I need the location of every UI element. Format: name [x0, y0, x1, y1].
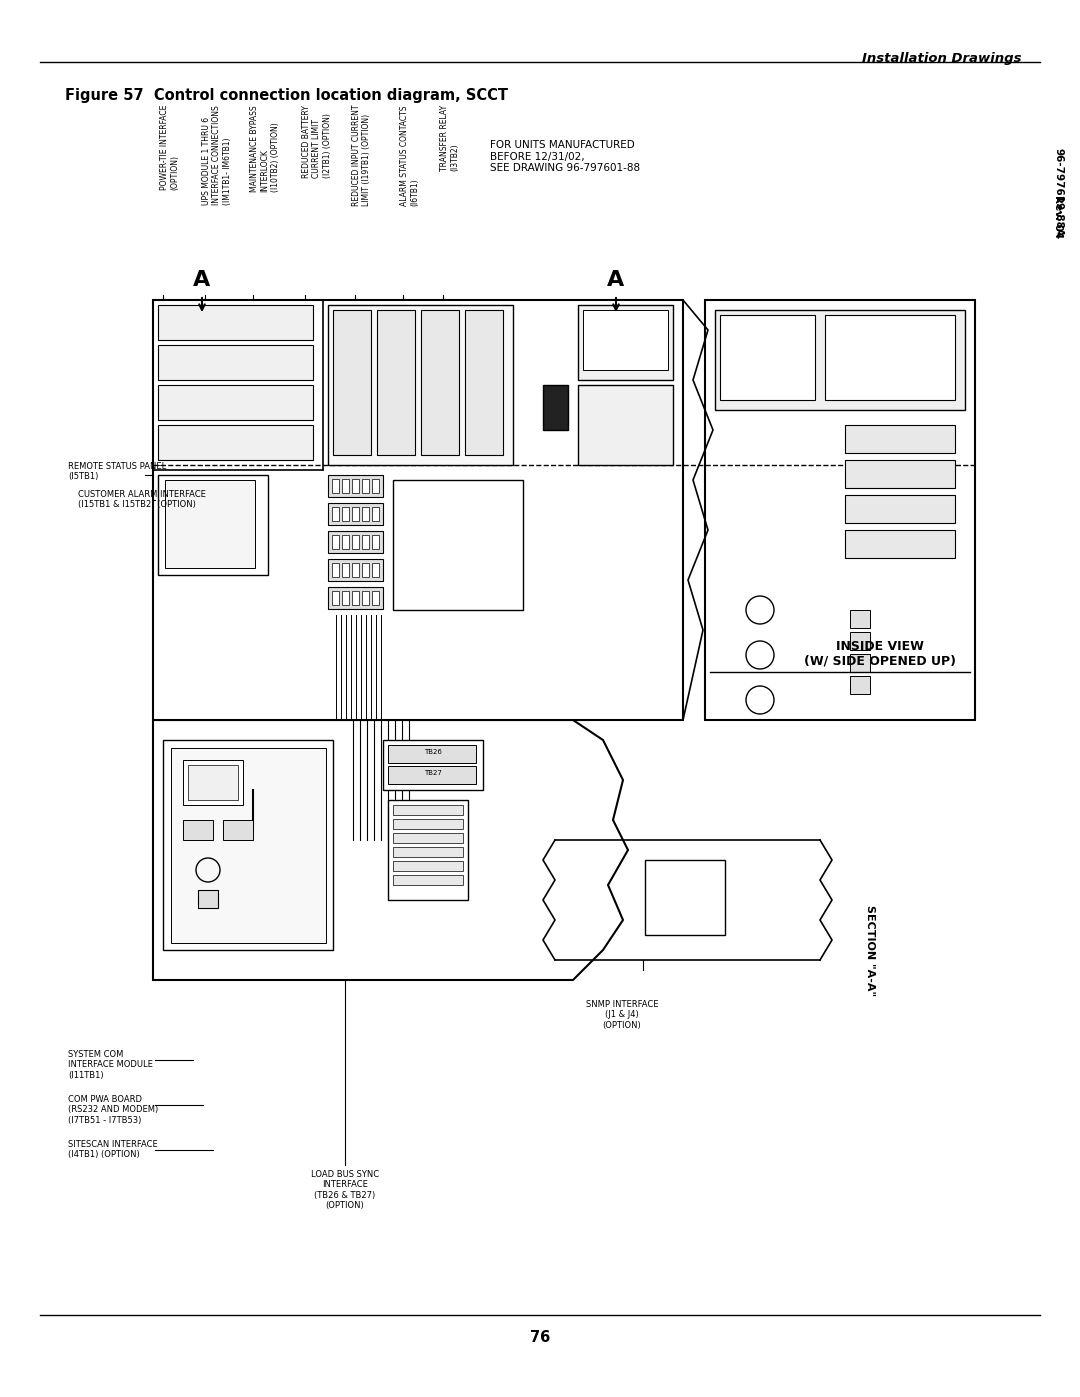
- Bar: [421, 310, 459, 455]
- Bar: [183, 760, 243, 805]
- Text: LOAD BUS SYNC
INTERFACE
(TB26 & TB27)
(OPTION): LOAD BUS SYNC INTERFACE (TB26 & TB27) (O…: [311, 1171, 379, 1210]
- Bar: [333, 310, 372, 455]
- Bar: [328, 587, 383, 609]
- Bar: [352, 507, 359, 521]
- Bar: [825, 314, 955, 400]
- Bar: [328, 559, 383, 581]
- Text: FOR UNITS MANUFACTURED
BEFORE 12/31/02,
SEE DRAWING 96-797601-88: FOR UNITS MANUFACTURED BEFORE 12/31/02, …: [490, 140, 640, 173]
- Bar: [328, 305, 513, 465]
- Bar: [165, 481, 255, 569]
- Text: COM PWA BOARD
(RS232 AND MODEM)
(I7TB51 - I7TB53): COM PWA BOARD (RS232 AND MODEM) (I7TB51 …: [68, 1095, 159, 1125]
- Bar: [158, 475, 268, 576]
- Text: CUSTOMER ALARM INTERFACE
(I15TB1 & I15TB2) (OPTION): CUSTOMER ALARM INTERFACE (I15TB1 & I15TB…: [78, 490, 206, 510]
- Bar: [352, 479, 359, 493]
- Bar: [388, 745, 476, 763]
- Bar: [352, 563, 359, 577]
- Bar: [845, 495, 955, 522]
- Bar: [393, 861, 463, 870]
- Text: REDUCED BATTERY
CURRENT LIMIT
(I2TB1) (OPTION): REDUCED BATTERY CURRENT LIMIT (I2TB1) (O…: [302, 105, 332, 177]
- Text: SECTION "A-A": SECTION "A-A": [865, 905, 875, 996]
- Text: TB27: TB27: [424, 770, 442, 775]
- Bar: [393, 481, 523, 610]
- Bar: [332, 563, 339, 577]
- Bar: [578, 305, 673, 380]
- Bar: [377, 310, 415, 455]
- Text: TB26: TB26: [424, 749, 442, 754]
- Bar: [188, 766, 238, 800]
- Text: POWER-TIE INTERFACE
(OPTION): POWER-TIE INTERFACE (OPTION): [160, 105, 179, 190]
- Bar: [352, 591, 359, 605]
- Text: INSIDE VIEW
(W/ SIDE OPENED UP): INSIDE VIEW (W/ SIDE OPENED UP): [804, 640, 956, 668]
- Bar: [332, 535, 339, 549]
- Bar: [198, 890, 218, 908]
- Bar: [362, 591, 369, 605]
- Text: UPS MODULE 1 THRU 6
INTERFACE CONNECTIONS
(IM1TB1- IM6TB1): UPS MODULE 1 THRU 6 INTERFACE CONNECTION…: [202, 105, 232, 205]
- Bar: [362, 507, 369, 521]
- Bar: [705, 300, 975, 719]
- Bar: [393, 819, 463, 828]
- Text: TRANSFER RELAY
(I3TB2): TRANSFER RELAY (I3TB2): [440, 105, 459, 170]
- Bar: [171, 747, 326, 943]
- Bar: [328, 475, 383, 497]
- Bar: [328, 503, 383, 525]
- Bar: [342, 507, 349, 521]
- Bar: [372, 507, 379, 521]
- Bar: [393, 805, 463, 814]
- Bar: [850, 610, 870, 629]
- Bar: [158, 305, 313, 339]
- Bar: [342, 591, 349, 605]
- Polygon shape: [153, 719, 627, 981]
- Bar: [352, 535, 359, 549]
- Bar: [372, 535, 379, 549]
- Bar: [222, 820, 253, 840]
- Bar: [845, 529, 955, 557]
- Bar: [362, 563, 369, 577]
- Text: SITESCAN INTERFACE
(I4TB1) (OPTION): SITESCAN INTERFACE (I4TB1) (OPTION): [68, 1140, 158, 1160]
- Bar: [163, 740, 333, 950]
- Text: 96-797619-88A: 96-797619-88A: [1053, 148, 1063, 237]
- Bar: [183, 820, 213, 840]
- Bar: [393, 875, 463, 886]
- Text: MAINTENANCE BYPASS
INTERLOCK
(I10TB2) (OPTION): MAINTENANCE BYPASS INTERLOCK (I10TB2) (O…: [249, 105, 280, 191]
- Bar: [342, 535, 349, 549]
- Text: SYSTEM COM
INTERFACE MODULE
(I11TB1): SYSTEM COM INTERFACE MODULE (I11TB1): [68, 1051, 153, 1080]
- Text: REMOTE STATUS PANEL
(I5TB1): REMOTE STATUS PANEL (I5TB1): [68, 462, 166, 482]
- Bar: [543, 386, 568, 430]
- Bar: [645, 861, 725, 935]
- Bar: [715, 310, 966, 409]
- Bar: [362, 479, 369, 493]
- Text: ALARM STATUS CONTACTS
(I6TB1): ALARM STATUS CONTACTS (I6TB1): [400, 105, 419, 205]
- Text: REDUCED INPUT CURRENT
LIMIT (I19TB1) (OPTION): REDUCED INPUT CURRENT LIMIT (I19TB1) (OP…: [352, 105, 372, 207]
- Bar: [332, 479, 339, 493]
- Bar: [393, 847, 463, 856]
- Bar: [583, 310, 669, 370]
- Bar: [372, 479, 379, 493]
- Bar: [850, 654, 870, 672]
- Bar: [362, 535, 369, 549]
- Text: Installation Drawings: Installation Drawings: [863, 52, 1022, 66]
- Bar: [158, 345, 313, 380]
- Bar: [158, 425, 313, 460]
- Bar: [393, 833, 463, 842]
- Bar: [332, 507, 339, 521]
- Bar: [332, 591, 339, 605]
- Bar: [372, 591, 379, 605]
- Bar: [465, 310, 503, 455]
- Text: 76: 76: [530, 1330, 550, 1345]
- Bar: [342, 563, 349, 577]
- Bar: [578, 386, 673, 465]
- Text: SNMP INTERFACE
(J1 & J4)
(OPTION): SNMP INTERFACE (J1 & J4) (OPTION): [585, 1000, 658, 1030]
- Bar: [388, 800, 468, 900]
- Text: Rev. 04: Rev. 04: [1053, 196, 1063, 239]
- Bar: [372, 563, 379, 577]
- Bar: [850, 676, 870, 694]
- Bar: [388, 766, 476, 784]
- Bar: [342, 479, 349, 493]
- Text: A: A: [607, 270, 624, 291]
- Bar: [850, 631, 870, 650]
- Bar: [845, 460, 955, 488]
- Text: Figure 57  Control connection location diagram, SCCT: Figure 57 Control connection location di…: [65, 88, 508, 103]
- Bar: [845, 425, 955, 453]
- Bar: [153, 300, 683, 719]
- Bar: [158, 386, 313, 420]
